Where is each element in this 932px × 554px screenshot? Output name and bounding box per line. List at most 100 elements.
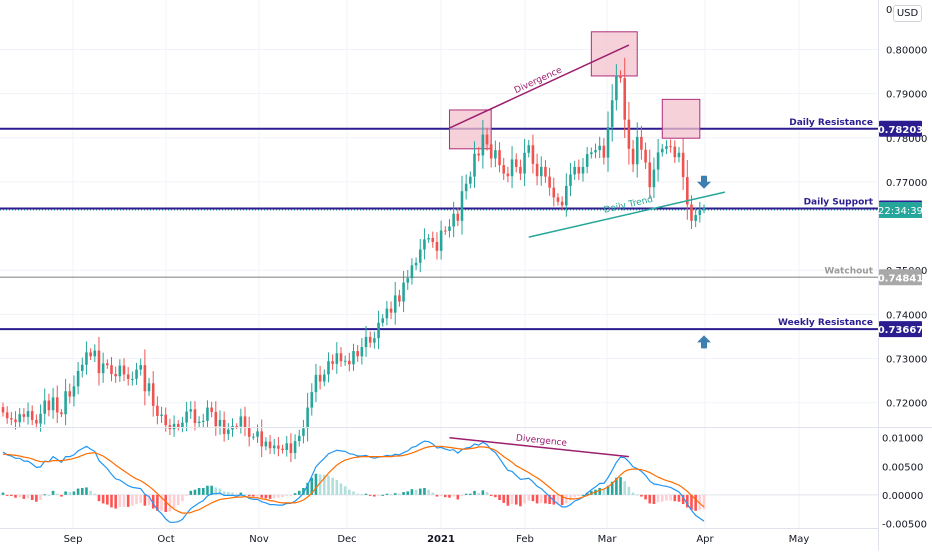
macd-histogram-bar — [423, 488, 426, 495]
level-tag-2: 0.74841 — [878, 273, 924, 284]
level-tag-3: 0.73667 — [878, 325, 924, 336]
macd-histogram-bar — [469, 493, 472, 495]
candle — [39, 413, 42, 424]
candle — [243, 416, 247, 428]
macd-histogram-bar — [235, 493, 238, 495]
candle — [656, 152, 660, 170]
candles — [1, 57, 706, 463]
candle — [47, 400, 51, 411]
macd-histogram-bar — [343, 486, 347, 495]
candle — [439, 230, 443, 251]
macd-histogram-bar — [210, 485, 213, 495]
macd-histogram-bar — [185, 494, 188, 496]
macd-histogram-bar — [260, 494, 263, 498]
candle — [14, 419, 17, 423]
macd-histogram-bar — [373, 494, 376, 497]
candle — [126, 374, 130, 379]
candle — [55, 397, 59, 413]
trend-line — [528, 191, 726, 238]
mar-high-box — [661, 98, 701, 139]
candle — [535, 163, 539, 177]
macd-histogram-bar — [464, 493, 468, 495]
price-tick-label: 0.79000 — [886, 90, 927, 101]
time-axis[interactable]: Sep Oct Nov Dec 2021 Feb Mar Apr May — [64, 534, 810, 545]
time-tick-label: May — [789, 534, 810, 545]
candle — [289, 443, 293, 454]
macd-tick-label: 0.00000 — [882, 491, 923, 502]
macd-histogram-bar — [222, 491, 226, 495]
macd-histogram-bar — [47, 494, 51, 496]
candle — [18, 414, 21, 423]
macd-histogram-bar — [247, 494, 251, 496]
candle — [43, 400, 47, 414]
macd-histogram-bar — [698, 494, 702, 510]
countdown-label: 22:34:39 — [878, 206, 923, 217]
candle — [101, 363, 105, 374]
macd-histogram-bar — [72, 491, 76, 495]
macd-histogram-bar — [243, 494, 247, 496]
candle — [406, 278, 410, 283]
candle — [635, 136, 639, 165]
macd-histogram-bar — [151, 494, 155, 509]
macd-histogram-bar — [406, 491, 410, 495]
candle — [256, 431, 259, 437]
candle — [393, 295, 397, 313]
macd-histogram-bar — [431, 492, 435, 495]
candle — [585, 154, 589, 167]
candle — [690, 204, 693, 221]
macd-histogram-bar — [1, 492, 5, 495]
candle — [235, 426, 238, 428]
candle — [110, 365, 113, 375]
candle — [560, 201, 564, 206]
macd-histogram-bar — [289, 494, 293, 496]
macd-histogram-bar — [314, 473, 318, 495]
macd-histogram-bar — [43, 494, 47, 496]
price-axis[interactable]: 0.800000.790000.780000.770000.750000.740… — [882, 5, 927, 530]
macd-histogram-bar — [489, 494, 493, 496]
macd-histogram-bar — [172, 494, 176, 508]
macd-histogram-bar — [118, 494, 122, 507]
level-tag-bg-3 — [879, 321, 922, 338]
candle — [106, 363, 109, 366]
macd-histogram-bar — [385, 493, 389, 495]
time-tick-label: Feb — [516, 534, 534, 545]
candle — [464, 183, 468, 192]
macd-histogram-bar — [552, 494, 556, 505]
currency-badge[interactable]: USD — [893, 5, 922, 22]
candle — [164, 414, 168, 426]
candle — [72, 386, 76, 397]
macd-histogram-bar — [694, 494, 697, 511]
macd-histogram-bar — [627, 486, 631, 495]
candle — [172, 423, 176, 430]
macd-histogram-bar — [452, 494, 455, 497]
macd-histogram-bar — [644, 494, 647, 500]
macd-histogram-bar — [690, 494, 693, 510]
candle — [22, 414, 26, 417]
macd-histogram-bar — [527, 494, 531, 501]
macd-histogram-bar — [147, 494, 151, 506]
candle — [206, 407, 209, 421]
macd-histogram-bar — [339, 483, 343, 495]
candle — [485, 134, 489, 145]
macd-histogram-bar — [181, 494, 184, 502]
macd-histogram-bar — [110, 494, 113, 508]
macd-histogram-bar — [168, 494, 172, 512]
macd-histogram-bar — [201, 488, 205, 495]
candle — [665, 146, 668, 149]
macd-histogram-bar — [523, 494, 526, 504]
macd-histogram-bar — [531, 494, 535, 502]
macd-histogram-bar — [64, 491, 67, 495]
macd-histogram-bar — [673, 494, 677, 502]
candle — [398, 295, 401, 302]
candle — [377, 322, 380, 339]
candle — [494, 150, 497, 159]
candle — [544, 166, 547, 177]
macd-histogram-bar — [252, 494, 255, 497]
macd-histogram-bar — [206, 485, 209, 495]
macd-histogram-bar — [176, 494, 180, 506]
macd-histogram-bar — [477, 493, 480, 495]
candle — [552, 187, 556, 198]
candle — [594, 150, 597, 153]
